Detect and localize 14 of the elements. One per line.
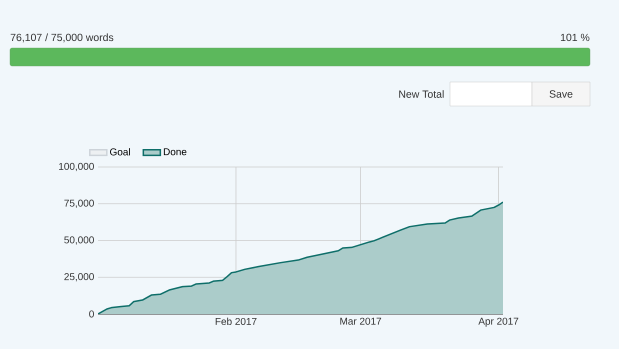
legend-label: Done [164,148,186,156]
x-tick-label: Feb 2017 [216,318,257,325]
y-tick-label: 25,000 [64,273,94,282]
y-tick-label: 75,000 [64,200,94,208]
text: 76,107 / 75,000 words [10,33,114,42]
text: New Total [399,90,444,98]
x-tick-label: Mar 2017 [340,318,382,325]
y-tick-label: 50,000 [64,236,94,245]
legend-label: Goal [110,148,130,156]
text: 101 % [560,34,590,42]
y-tick-label: 100,000 [59,162,94,172]
y-tick-label: 0 [89,310,94,318]
x-tick-label: Apr 2017 [478,318,518,327]
text: Save [550,90,572,98]
